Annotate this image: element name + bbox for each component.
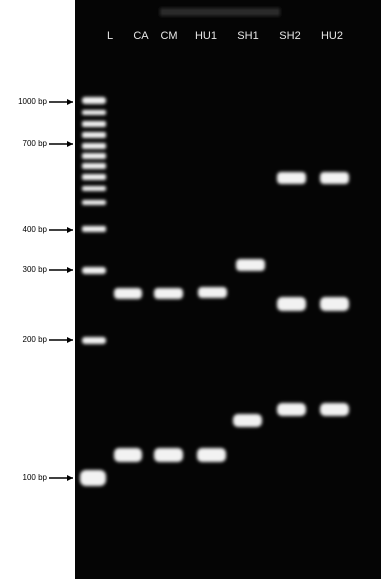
- band: [154, 448, 183, 462]
- band: [197, 448, 226, 462]
- ladder-band: [82, 337, 106, 344]
- band: [320, 297, 349, 311]
- arrow-head: [67, 267, 73, 273]
- marker-label: 700 bp: [23, 139, 48, 148]
- well-glow: [160, 8, 280, 16]
- band: [114, 288, 142, 299]
- ladder-band: [82, 186, 106, 191]
- arrow-head: [67, 227, 73, 233]
- band: [320, 172, 349, 184]
- ladder-band: [82, 226, 106, 232]
- ladder-band: [82, 121, 106, 127]
- lane-label: CM: [160, 30, 177, 42]
- ladder-band: [82, 110, 106, 115]
- lane-label: HU2: [321, 30, 343, 42]
- band: [236, 259, 265, 271]
- band: [277, 172, 306, 184]
- band: [198, 287, 227, 298]
- lane-label: HU1: [195, 30, 217, 42]
- arrow-head: [67, 337, 73, 343]
- marker-label: 400 bp: [23, 225, 48, 234]
- ladder-band: [82, 163, 106, 169]
- gel-figure: L CA CM HU1 SH1 SH2 HU2 1000 bp 700 bp 400 bp 300 …: [0, 0, 381, 579]
- ladder-band: [82, 143, 106, 149]
- marker-label: 100 bp: [23, 473, 48, 482]
- ladder-band: [82, 97, 106, 104]
- marker-label: 300 bp: [23, 265, 48, 274]
- lane-label: L: [107, 30, 113, 42]
- arrow-head: [67, 475, 73, 481]
- lane-label: SH1: [237, 30, 258, 42]
- ladder-band: [82, 132, 106, 138]
- arrow-head: [67, 99, 73, 105]
- marker-label: 200 bp: [23, 335, 48, 344]
- ladder-band: [82, 153, 106, 159]
- ladder-band: [82, 267, 106, 274]
- arrow-head: [67, 141, 73, 147]
- band: [277, 297, 306, 311]
- ladder-band: [82, 174, 106, 180]
- band: [320, 403, 349, 416]
- band: [233, 414, 262, 427]
- band: [277, 403, 306, 416]
- ladder-band: [80, 470, 106, 486]
- band: [154, 288, 183, 299]
- band: [114, 448, 142, 462]
- ladder-band: [82, 200, 106, 205]
- lane-label: CA: [133, 30, 149, 42]
- marker-label: 1000 bp: [18, 97, 47, 106]
- lane-label: SH2: [279, 30, 300, 42]
